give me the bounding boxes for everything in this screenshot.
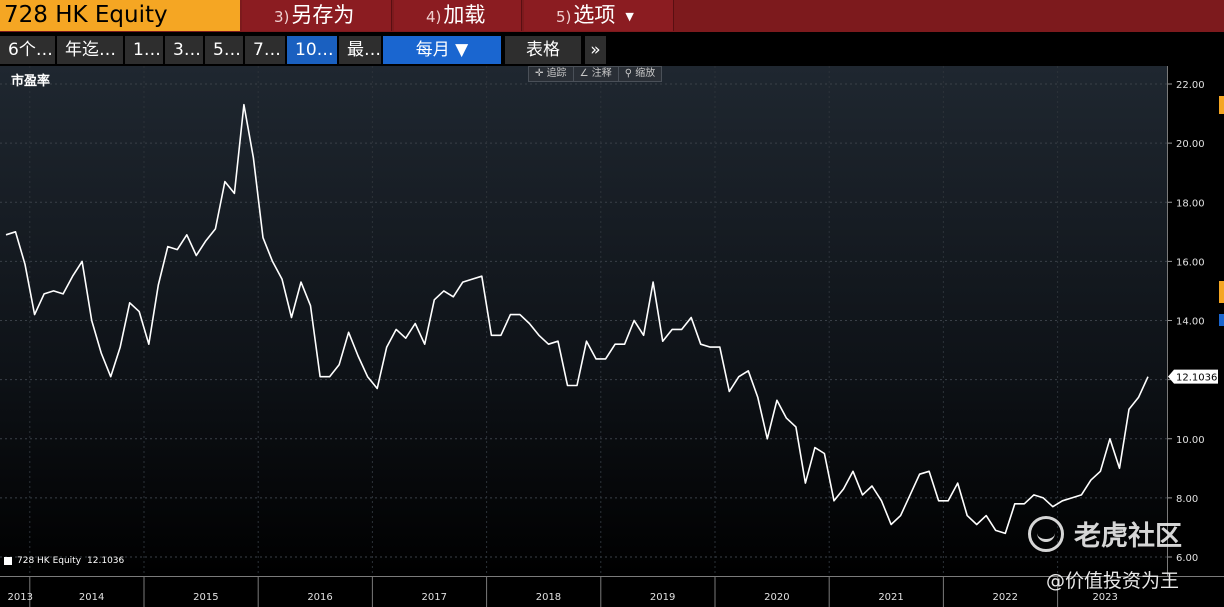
chart-tools: ✛ 追踪 ∠ 注释 ⚲ 缩放 xyxy=(528,66,663,82)
chart-title: 市盈率 xyxy=(11,74,51,89)
options-button[interactable]: 5)选项 ▼ xyxy=(524,0,674,31)
save-as-button[interactable]: 3)另存为 xyxy=(242,0,392,31)
save-as-label: 另存为 xyxy=(291,3,355,27)
more-button[interactable]: » xyxy=(585,36,608,64)
x-tick-label: 2014 xyxy=(79,592,104,603)
y-tick-label: 16.00 xyxy=(1176,257,1205,268)
range-max-button[interactable]: 最… xyxy=(339,36,383,64)
caret-down-icon: ▼ xyxy=(625,9,634,23)
last-value-badge xyxy=(1168,369,1218,384)
range-ytd-button[interactable]: 年迄… xyxy=(57,36,125,64)
range-1y-button[interactable]: 1… xyxy=(125,36,165,64)
x-tick-label: 2023 xyxy=(1092,592,1117,603)
x-axis-panel xyxy=(0,576,1224,607)
y-axis: 22.0020.0018.0016.0014.0012.0010.008.006… xyxy=(1168,80,1205,564)
watermark-handle: @价值投资为王 xyxy=(1046,570,1180,592)
y-tick-label: 18.00 xyxy=(1176,198,1205,209)
security-ticker-field[interactable]: 728 HK Equity xyxy=(0,0,240,31)
side-marker-orange xyxy=(1219,96,1224,114)
series-line xyxy=(5,103,1149,535)
range-7y-button[interactable]: 7… xyxy=(245,36,287,64)
pencil-icon: ∠ xyxy=(579,68,592,79)
options-label: 选项 xyxy=(573,3,616,27)
watermark-brand: 老虎社区 xyxy=(1028,514,1182,553)
y-tick-label: 20.00 xyxy=(1176,139,1205,150)
options-shortcut: 5) xyxy=(556,8,572,26)
side-markers xyxy=(1219,66,1224,576)
tiger-logo-icon xyxy=(1028,515,1064,552)
legend-last-value: 12.1036 xyxy=(87,556,125,566)
y-axis-panel xyxy=(1169,66,1224,576)
zoom-tool[interactable]: ⚲ 缩放 xyxy=(619,67,662,81)
watermark-brand-text: 老虎社区 xyxy=(1074,521,1182,552)
load-button[interactable]: 4)加载 xyxy=(394,0,522,31)
crosshair-icon: ✛ xyxy=(535,68,547,79)
chart-plot-area[interactable] xyxy=(0,66,1168,576)
side-marker-orange-2 xyxy=(1219,281,1224,303)
y-tick-label: 6.00 xyxy=(1176,553,1198,564)
last-value-label: 12.1036 xyxy=(1176,373,1217,384)
last-value-group: 12.1036 xyxy=(1168,369,1218,384)
crosshair-tool-label: 追踪 xyxy=(546,68,567,79)
frequency-select[interactable]: 每月 ▼ xyxy=(383,36,503,64)
crosshair-tool[interactable]: ✛ 追踪 xyxy=(529,67,574,81)
table-button[interactable]: 表格 xyxy=(505,36,583,64)
y-tick-label: 22.00 xyxy=(1176,80,1205,91)
x-tick-label: 2020 xyxy=(764,592,789,603)
range-bar: 6个… 年迄… 1… 3… 5… 7… 10… 最… 每月 ▼ 表格 » xyxy=(0,36,1224,64)
y-tick-label: 10.00 xyxy=(1176,435,1205,446)
x-tick-label: 2016 xyxy=(307,592,332,603)
chart-legend: 728 HK Equity 12.1036 xyxy=(4,556,124,566)
range-6m-button[interactable]: 6个… xyxy=(0,36,57,64)
range-5y-button[interactable]: 5… xyxy=(205,36,245,64)
load-label: 加载 xyxy=(443,3,486,27)
x-tick-label: 2021 xyxy=(878,592,903,603)
x-tick-label: 2019 xyxy=(650,592,675,603)
x-tick-label: 2022 xyxy=(993,592,1018,603)
y-tick-label: 8.00 xyxy=(1176,494,1198,505)
annotate-tool[interactable]: ∠ 注释 xyxy=(574,67,619,81)
range-10y-button[interactable]: 10… xyxy=(287,36,339,64)
magnifier-icon: ⚲ xyxy=(624,68,636,79)
x-axis: 2013 2014 2015 2016 2017 2018 2019 2020 2021 2022… xyxy=(8,576,1118,607)
annotate-tool-label: 注释 xyxy=(591,68,612,79)
x-tick-label: 2018 xyxy=(536,592,561,603)
x-tick-label: 2013 xyxy=(8,592,33,603)
series-group xyxy=(5,103,1149,535)
legend-series-name: 728 HK Equity xyxy=(17,556,82,566)
legend-swatch xyxy=(4,557,12,565)
top-toolbar: 728 HK Equity 3)另存为 4)加载 5)选项 ▼ xyxy=(0,0,1224,32)
y-tick-label: 14.00 xyxy=(1176,317,1205,328)
side-marker-blue xyxy=(1219,314,1224,326)
x-tick-label: 2017 xyxy=(422,592,447,603)
x-tick-label: 2015 xyxy=(193,592,218,603)
zoom-tool-label: 缩放 xyxy=(635,68,656,79)
save-as-shortcut: 3) xyxy=(274,8,290,26)
load-shortcut: 4) xyxy=(426,8,442,26)
grid-lines xyxy=(0,66,1168,576)
range-3y-button[interactable]: 3… xyxy=(165,36,205,64)
